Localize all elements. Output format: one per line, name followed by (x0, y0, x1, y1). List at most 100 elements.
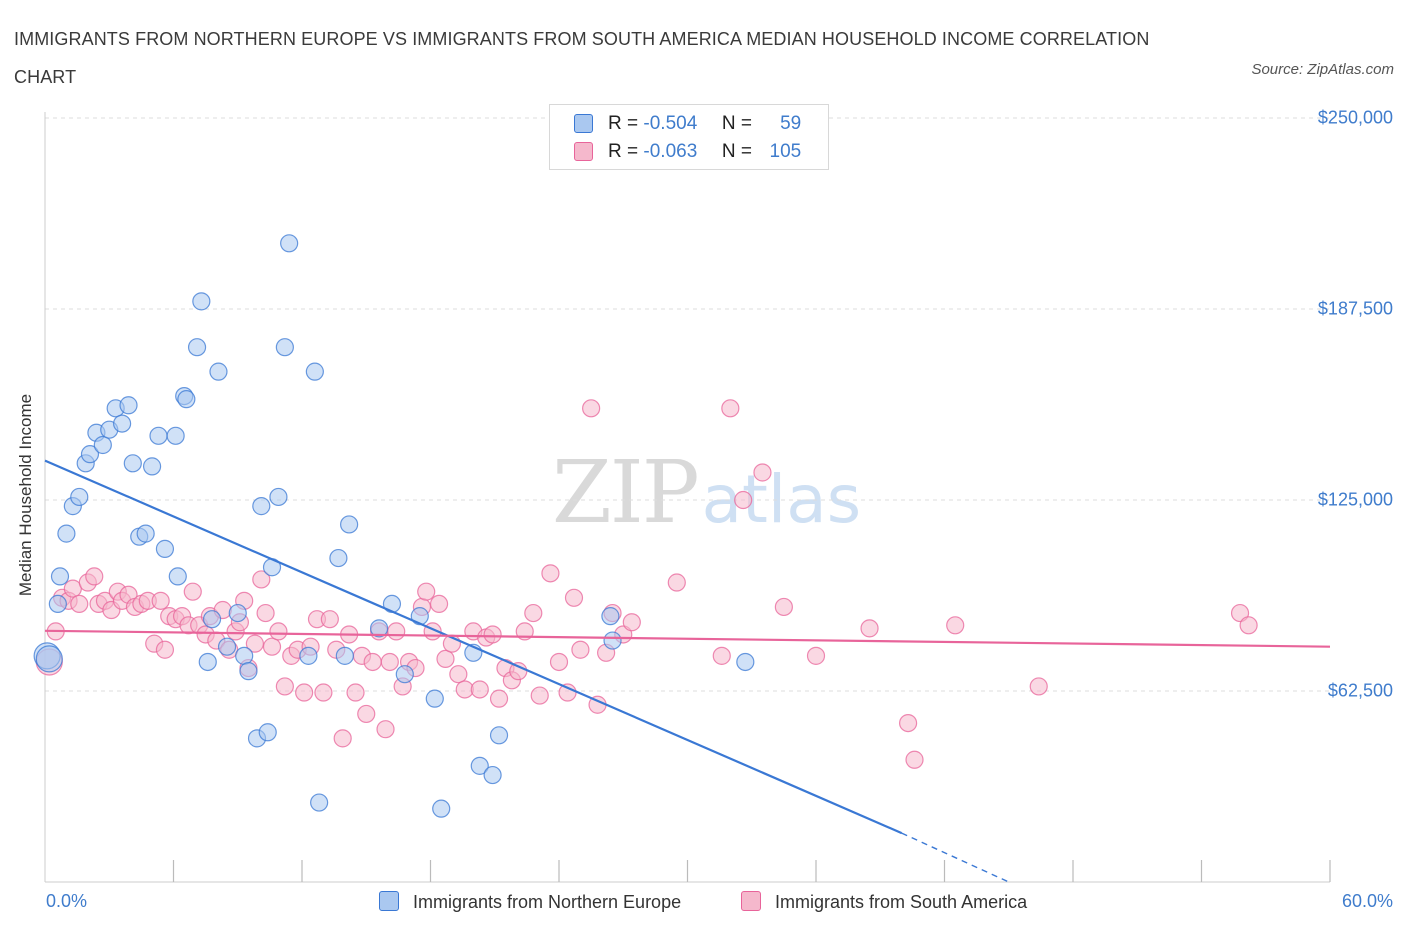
point-south-america (314, 683, 333, 702)
point-south-america (295, 683, 314, 702)
point-northern-europe (48, 594, 67, 614)
y-tick-label: $125,000 (1317, 489, 1393, 510)
point-northern-europe (119, 396, 138, 415)
point-northern-europe (187, 338, 207, 357)
point-south-america (571, 640, 590, 659)
point-northern-europe (483, 765, 502, 785)
point-south-america (549, 652, 569, 672)
point-northern-europe (142, 457, 162, 476)
point-south-america (530, 686, 549, 705)
point-south-america (622, 613, 641, 632)
point-south-america (753, 463, 772, 482)
point-northern-europe (202, 610, 222, 629)
point-northern-europe (280, 234, 299, 253)
x-tick-min: 0.0% (46, 891, 88, 911)
series-name-northern-europe: Immigrants from Northern Europe (413, 892, 682, 912)
point-northern-europe (258, 723, 277, 742)
point-south-america (387, 622, 406, 641)
trend-line-south-america (44, 629, 1331, 648)
point-northern-europe (310, 793, 329, 812)
point-northern-europe (149, 426, 168, 445)
point-northern-europe (177, 390, 196, 409)
point-northern-europe (80, 445, 100, 464)
series-legend-northern-europe: Immigrants from Northern Europe (379, 889, 729, 915)
point-south-america (721, 399, 740, 418)
y-tick-label: $187,500 (1317, 298, 1393, 319)
trend-lines (44, 459, 1331, 883)
point-south-america (946, 616, 965, 635)
point-south-america (252, 570, 271, 589)
point-south-america (524, 603, 543, 623)
point-south-america (380, 652, 399, 672)
series-swatch-pink (741, 891, 761, 911)
point-south-america (470, 680, 489, 699)
point-south-america (417, 582, 436, 601)
trend-line-northern-europe (44, 459, 903, 835)
point-northern-europe (252, 497, 271, 516)
point-northern-europe (235, 646, 254, 665)
point-northern-europe (168, 567, 187, 586)
point-northern-europe (50, 567, 70, 586)
point-south-america (898, 713, 918, 733)
point-northern-europe (35, 645, 63, 673)
point-northern-europe (269, 487, 288, 507)
point-northern-europe (335, 646, 354, 665)
point-northern-europe (198, 652, 217, 672)
point-northern-europe (155, 539, 175, 558)
series-legend-south-america: Immigrants from South America (741, 889, 1081, 915)
point-south-america (774, 597, 793, 617)
legend-n-value-blue: 59 (780, 113, 802, 134)
point-northern-europe (192, 292, 211, 311)
point-south-america (1029, 677, 1048, 696)
point-south-america (449, 665, 468, 684)
point-northern-europe (123, 454, 142, 473)
point-northern-europe (432, 799, 451, 818)
point-northern-europe (228, 603, 247, 623)
point-south-america (582, 399, 601, 418)
point-northern-europe (93, 435, 112, 455)
point-south-america (183, 582, 202, 601)
point-northern-europe (603, 631, 622, 650)
point-northern-europe (166, 426, 185, 445)
point-northern-europe (340, 515, 359, 534)
point-south-america (70, 594, 89, 614)
legend-r-label: R = (608, 113, 639, 134)
x-tick-max: 60.0% (1341, 891, 1393, 911)
point-northern-europe (57, 524, 76, 543)
point-south-america (558, 683, 577, 702)
point-northern-europe (112, 414, 132, 433)
y-tick-label: $62,500 (1327, 680, 1393, 701)
point-south-america (333, 729, 352, 748)
point-northern-europe (329, 548, 348, 568)
point-northern-europe (136, 524, 155, 543)
point-south-america (564, 588, 584, 607)
correlation-legend: R = -0.504 N = 59 R = -0.063 N = 105 (549, 104, 829, 170)
point-south-america (376, 720, 395, 739)
legend-n-label: N = (721, 113, 752, 134)
point-south-america (860, 619, 879, 638)
point-northern-europe (239, 662, 258, 681)
point-south-america (905, 750, 924, 769)
point-south-america (320, 610, 339, 629)
points-south-america (35, 399, 1258, 769)
y-tick-label: $250,000 (1317, 107, 1393, 128)
points-northern-europe (33, 234, 755, 818)
source-label: Source: ZipAtlas.com (1251, 61, 1394, 78)
point-south-america (262, 637, 282, 656)
point-northern-europe (470, 756, 489, 775)
point-northern-europe (305, 362, 324, 381)
legend-n-label: N = (721, 141, 752, 162)
point-south-america (483, 625, 502, 644)
point-south-america (275, 677, 294, 696)
point-northern-europe (299, 646, 318, 665)
point-south-america (436, 649, 455, 669)
point-northern-europe (70, 487, 89, 507)
point-south-america (363, 652, 382, 672)
legend-r-value-blue: -0.504 (643, 113, 698, 134)
legend-r-label: R = (608, 141, 639, 162)
trend-extension-northern-europe (901, 832, 1010, 883)
legend-swatch-pink (574, 142, 593, 161)
point-south-america (806, 646, 826, 665)
point-northern-europe (395, 665, 414, 684)
